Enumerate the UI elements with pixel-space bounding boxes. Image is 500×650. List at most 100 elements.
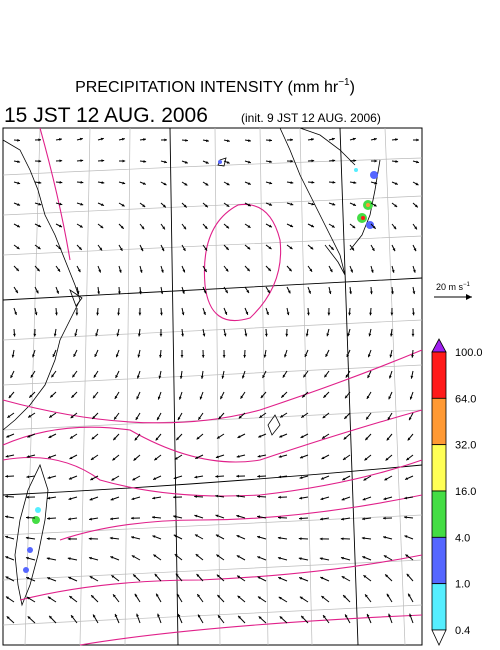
wind-vector-head (225, 290, 228, 294)
wind-scale: 20 m s−1 (434, 282, 472, 300)
wind-vector-head (114, 416, 117, 420)
wind-vector-head (332, 159, 336, 163)
wind-vector-head (407, 437, 411, 441)
wind-vector-head (332, 202, 336, 206)
wind-vector-head (154, 457, 158, 461)
wind-vector-head (174, 456, 178, 460)
wind-vector-head (88, 537, 92, 541)
wind-vector-head (182, 290, 185, 294)
wind-vector-head (411, 333, 415, 337)
wind-vector-head (100, 137, 104, 141)
wind-vector-head (226, 182, 230, 186)
wind-vector-head (111, 575, 115, 579)
wind-vector-head (68, 476, 72, 480)
wind-vector-head (5, 495, 8, 498)
wind-vector-head (278, 596, 282, 600)
wind-scale-exponent: −1 (463, 282, 471, 288)
wind-vector-head (238, 615, 242, 619)
wind-vector-head (386, 593, 390, 597)
wind-vector-head (71, 615, 74, 619)
wind-vector-head (405, 477, 409, 480)
wind-vector-head (59, 138, 62, 141)
wind-vector-head (406, 457, 410, 461)
wind-vector-head (38, 138, 41, 142)
wind-vector-head (362, 517, 365, 521)
wind-vector-head (289, 246, 293, 250)
wind-vector-head (131, 536, 134, 539)
wind-vector-head (15, 290, 18, 294)
colorbar-label: 64.0 (455, 393, 476, 405)
wind-vector-head (68, 497, 72, 501)
wind-vector-head (119, 247, 123, 251)
wind-vector-head (204, 204, 208, 208)
wind-vector-head (236, 474, 239, 478)
wind-vector-head (395, 138, 398, 141)
wind-vector-head (281, 394, 285, 398)
wind-vector-head (353, 159, 357, 163)
wind-vector-head (311, 138, 314, 141)
wind-vector-head (118, 269, 122, 273)
wind-vector-head (216, 554, 220, 558)
wind-vector-head (279, 616, 283, 620)
wind-vector-head (196, 436, 200, 440)
wind-vector-head (25, 556, 29, 560)
wind-vector-head (51, 374, 55, 378)
wind-vector-head (238, 415, 242, 419)
wind-vector-head (100, 203, 104, 206)
wind-vector-head (371, 247, 375, 251)
wind-vector-head (237, 435, 241, 438)
wind-vector-head (195, 456, 199, 459)
wind-vector-head (176, 437, 180, 441)
wind-vector-head (341, 497, 345, 501)
wind-vector-head (241, 375, 245, 379)
wind-vector-head (320, 517, 323, 521)
wind-vector-head (8, 395, 12, 399)
wind-vector-head (278, 455, 282, 458)
wind-vector-head (137, 333, 141, 337)
wind-vector-head (112, 457, 116, 461)
wind-vector-head (391, 269, 395, 273)
wind-vector-head (136, 375, 140, 379)
wind-vector-head (320, 476, 324, 480)
wind-vector-head (404, 535, 408, 538)
wind-vector-head (290, 181, 294, 184)
wind-vector-head (299, 577, 303, 580)
wind-vector-head (134, 593, 138, 597)
wind-vector-head (47, 496, 51, 500)
wind-vector-head (101, 159, 105, 163)
wind-vector-head (322, 435, 326, 439)
major-graticule (2, 127, 423, 646)
wind-vector-head (298, 557, 302, 561)
wind-vector-head (257, 596, 261, 600)
wind-vector-head (286, 312, 290, 316)
wind-vector-head (181, 312, 185, 316)
wind-vector-head (300, 455, 303, 459)
wind-vector-head (282, 374, 286, 378)
wind-vector-head (176, 593, 180, 597)
wind-vector-head (374, 181, 378, 185)
wind-vector-head (226, 204, 230, 207)
wind-vector-head (10, 375, 14, 379)
colorbar-label: 16.0 (455, 486, 476, 498)
wind-vector-head (262, 375, 266, 379)
wind-vector-head (156, 593, 159, 597)
wind-vector-head (325, 353, 329, 357)
wind-vector-head (184, 160, 188, 164)
wind-vector-head (142, 204, 146, 207)
colorbar-label: 0.4 (455, 625, 470, 637)
wind-vector-head (321, 456, 325, 460)
wind-vector-head (384, 477, 388, 481)
wind-vector-head (196, 574, 200, 577)
wind-vector-head (17, 181, 21, 185)
wind-vector-head (194, 495, 197, 498)
wind-vector-head (215, 494, 219, 498)
wind-vector-head (366, 395, 370, 399)
wind-vector-head (369, 312, 373, 316)
wind-vector-head (340, 537, 344, 541)
wind-vector-head (94, 353, 98, 357)
wind-vector-head (310, 224, 314, 228)
wind-vector-head (322, 415, 326, 419)
wind-vector-head (164, 138, 167, 142)
wind-vector-head (200, 375, 204, 379)
